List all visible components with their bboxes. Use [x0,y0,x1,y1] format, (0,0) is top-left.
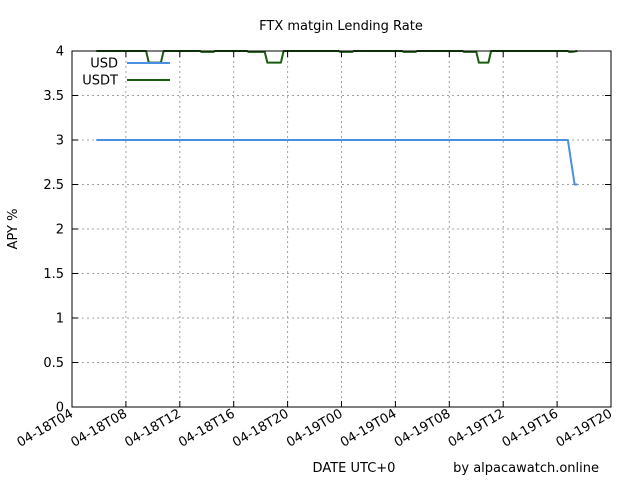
legend: USD USDT [82,57,170,89]
x-tick-label: 04-18T16 [176,406,237,450]
y-tick-label: 4 [56,45,64,60]
legend-label-usd: USD [90,57,118,72]
y-tick-label: 2 [56,223,64,238]
grid-lines [72,51,611,407]
y-axis-label: APY % [6,209,21,250]
x-axis-label: DATE UTC+0 [313,461,396,476]
x-tick-label: 04-18T20 [230,406,291,450]
y-tick-label: 1 [56,312,64,327]
x-tick-label: 04-19T04 [338,406,399,450]
credit-text: by alpacawatch.online [453,461,599,476]
x-tick-label: 04-18T08 [68,406,129,450]
y-tick-label: 3.5 [43,89,64,104]
x-tick-label: 04-19T08 [392,406,453,450]
x-tick-label: 04-19T12 [446,406,507,450]
chart-title: FTX matgin Lending Rate [259,19,423,34]
x-tick-label: 04-19T16 [500,406,561,450]
x-tick-label: 04-18T12 [122,406,183,450]
series-line-usd [96,139,578,186]
series-line-usdt [96,50,578,64]
x-tick-labels: 04-18T0404-18T0804-18T1204-18T1604-18T20… [15,406,615,450]
y-tick-label: 0.5 [43,356,64,371]
series-lines [96,50,578,186]
x-tick-label: 04-18T04 [15,406,76,450]
y-tick-label: 2.5 [43,178,64,193]
y-tick-label: 0 [56,401,64,416]
y-tick-label: 3 [56,134,64,149]
y-tick-labels: 0 0.5 1 1.5 2 2.5 3 3.5 4 [43,45,64,416]
axis-ticks [71,50,612,408]
legend-label-usdt: USDT [82,74,118,89]
x-tick-label: 04-19T00 [284,406,345,450]
y-tick-label: 1.5 [43,267,64,282]
x-tick-label: 04-19T20 [554,406,615,450]
